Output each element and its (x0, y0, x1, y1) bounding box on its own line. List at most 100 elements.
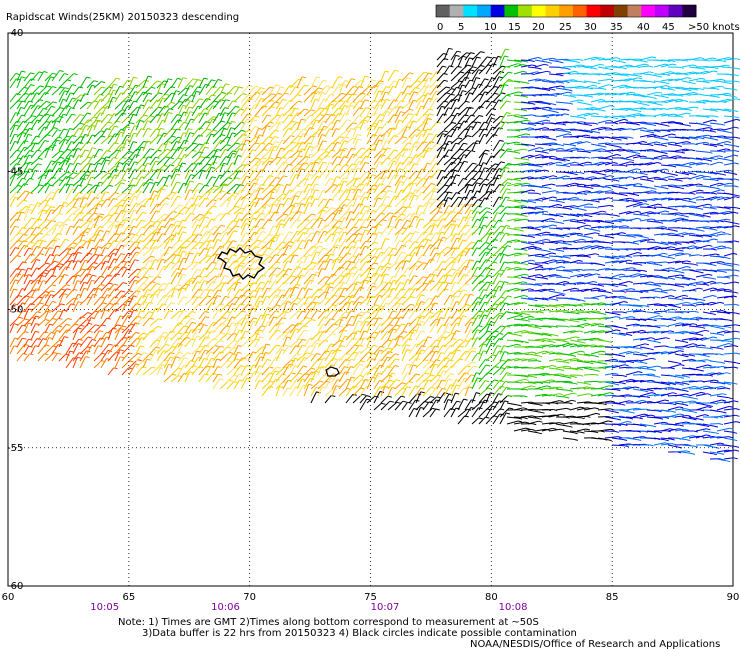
wind-barb (65, 148, 74, 159)
wind-barb (58, 239, 66, 250)
wind-barb (23, 104, 32, 117)
wind-barb-flag (14, 225, 19, 228)
wind-barb (37, 240, 44, 250)
wind-barb-flag (63, 201, 68, 204)
wind-barb (65, 247, 72, 257)
wind-barb (149, 339, 157, 348)
wind-barb-flag (155, 346, 161, 349)
wind-barb-flag (52, 318, 57, 320)
wind-barb (30, 338, 38, 348)
wind-barb (149, 350, 157, 362)
wind-barb (128, 315, 138, 327)
wind-barb (142, 148, 151, 159)
wind-barb (149, 160, 156, 173)
wind-barb (142, 359, 148, 369)
wind-barb-flag (29, 353, 34, 356)
wind-barb (128, 100, 135, 110)
wind-barb-flag (50, 290, 55, 293)
wind-barb-flag (116, 120, 121, 123)
wind-barb (30, 85, 41, 96)
legend-swatch (613, 5, 629, 17)
wind-barb (79, 125, 87, 138)
wind-barb (107, 192, 116, 201)
wind-barb (128, 148, 138, 159)
wind-barb (16, 206, 27, 215)
wind-barb (107, 302, 116, 313)
wind-barb (9, 247, 16, 257)
wind-barb (16, 288, 23, 299)
wind-barb-flag (52, 301, 57, 303)
wind-barb-flag (143, 352, 148, 355)
wind-barb (107, 174, 116, 187)
wind-barb-flag (101, 86, 106, 89)
wind-barb (37, 101, 47, 110)
wind-barb-flag (73, 73, 78, 76)
wind-barb-flag (107, 274, 112, 277)
wind-barb-flag (127, 315, 133, 318)
wind-barb (16, 234, 24, 243)
wind-barb (107, 233, 116, 243)
wind-barb (79, 112, 88, 124)
wind-barb-flag (34, 169, 40, 172)
wind-barb (149, 99, 158, 110)
wind-barb-flag (149, 181, 154, 184)
wind-barb (121, 151, 129, 159)
wind-barb-flag (28, 338, 33, 341)
wind-barb-flag (86, 268, 91, 271)
wind-barb (135, 352, 145, 362)
wind-barb (100, 230, 107, 243)
wind-barb (121, 330, 129, 341)
wind-barb (58, 336, 65, 348)
wind-barb-flag (166, 148, 171, 151)
wind-barb (58, 293, 64, 306)
wind-barb (142, 99, 149, 110)
wind-barb (72, 99, 79, 110)
wind-barb-flag (38, 157, 43, 160)
wind-barb (121, 126, 127, 138)
wind-barb-flag (29, 227, 34, 230)
wind-barb (100, 266, 108, 278)
wind-barb-flag (16, 93, 21, 96)
legend-swatch (504, 5, 519, 17)
wind-barb (100, 185, 110, 194)
wind-barb-flag (120, 253, 126, 256)
wind-barb-flag (36, 311, 41, 314)
wind-barb (128, 353, 139, 362)
wind-barb (135, 212, 143, 222)
wind-barb-flag (120, 182, 125, 185)
wind-barb (163, 128, 173, 138)
wind-barb (149, 231, 157, 243)
wind-barb-flag (86, 203, 91, 206)
wind-barb-flag (48, 337, 53, 340)
wind-barb (79, 101, 89, 110)
wind-barb-flag (154, 259, 159, 262)
wind-barb-flag (120, 239, 126, 242)
wind-barb (93, 246, 99, 257)
wind-barb (16, 190, 26, 201)
wind-barb (30, 170, 36, 180)
wind-barb (72, 343, 79, 355)
wind-barb-flag (66, 288, 71, 291)
wind-barb (65, 113, 73, 124)
wind-barb (149, 367, 159, 376)
wind-barb-flag (112, 96, 117, 99)
wind-barb (51, 317, 59, 327)
wind-barb (121, 352, 129, 362)
wind-barb (93, 181, 100, 194)
wind-barb-flag (64, 160, 70, 162)
wind-barb (142, 317, 150, 327)
wind-barb (121, 367, 129, 376)
wind-barb (100, 242, 109, 250)
wind-barb (30, 202, 38, 215)
wind-barb (23, 84, 32, 96)
wind-barb (93, 230, 101, 243)
wind-barb (44, 86, 53, 96)
wind-barb (16, 245, 25, 257)
wind-barb (23, 72, 31, 82)
wind-barb-flag (144, 79, 150, 82)
wind-barb (51, 340, 60, 348)
wind-barb-flag (170, 101, 176, 104)
wind-barb-flag (50, 191, 55, 194)
wind-barb-flag (57, 129, 62, 132)
wind-barb-flag (143, 276, 148, 279)
